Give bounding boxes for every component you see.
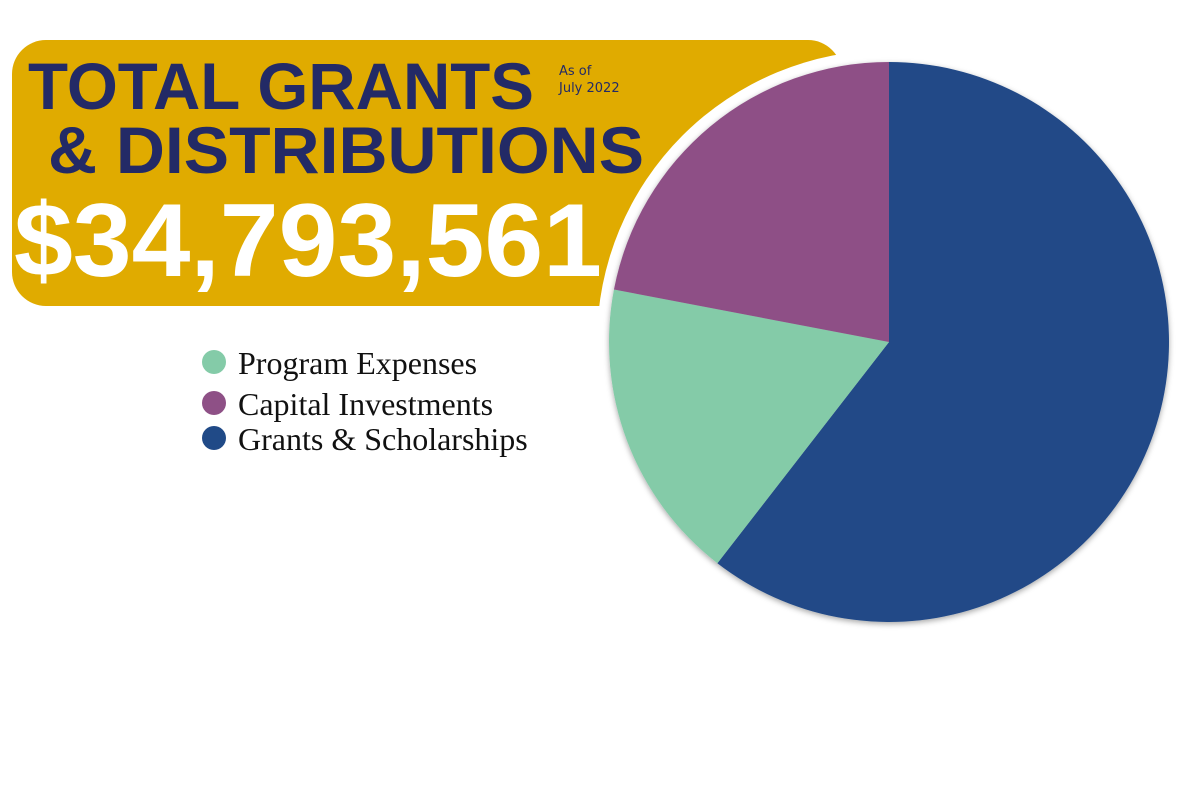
pie-slice — [717, 62, 1170, 622]
subtitle-line: July 2022 — [558, 81, 620, 96]
legend-label: Grants & Scholarships — [238, 421, 528, 457]
legend-swatch — [202, 426, 226, 450]
legend-swatch — [202, 391, 226, 415]
total-amount: $34,793,561 — [14, 183, 602, 299]
subtitle-line: As of — [559, 64, 592, 79]
title-line: TOTAL GRANTS — [28, 49, 534, 123]
pie — [609, 62, 1170, 622]
pie-slice — [613, 62, 889, 342]
legend: Program Expenses Capital InvestmentsGrant… — [202, 345, 528, 457]
legend-swatch — [202, 350, 226, 374]
pie-slice — [609, 289, 889, 564]
legend-label: Program Expenses — [238, 345, 477, 381]
title-line: & DISTRIBUTIONS — [48, 113, 644, 187]
legend-label: Capital Investments — [238, 386, 493, 422]
